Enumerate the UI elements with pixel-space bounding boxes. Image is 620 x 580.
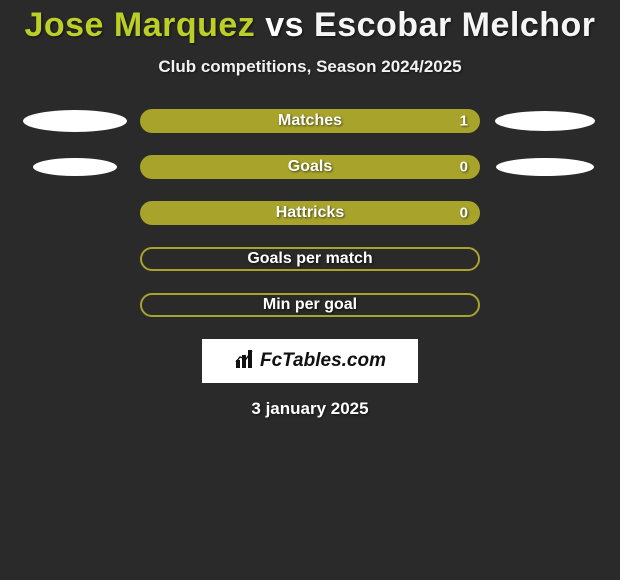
stat-bar-label: Goals per match	[140, 250, 480, 268]
brand-bars-icon	[234, 348, 256, 375]
stat-bar-right-value: 0	[460, 159, 468, 176]
left-ellipse	[23, 110, 127, 132]
stat-bar: Hattricks0	[140, 201, 480, 225]
stat-row: Min per goal	[0, 293, 620, 317]
title-player2: Escobar Melchor	[314, 6, 595, 44]
date-label: 3 january 2025	[0, 399, 620, 419]
stat-bar-label: Matches	[140, 112, 480, 130]
stat-bar-label: Min per goal	[140, 296, 480, 314]
row-left-side	[10, 110, 140, 132]
stat-row: Matches1	[0, 109, 620, 133]
right-ellipse	[495, 111, 595, 131]
stat-bar: Goals0	[140, 155, 480, 179]
left-ellipse	[33, 158, 117, 176]
stat-bar: Min per goal	[140, 293, 480, 317]
stat-bar-label: Goals	[140, 158, 480, 176]
title-vs: vs	[265, 6, 304, 44]
subtitle: Club competitions, Season 2024/2025	[0, 57, 620, 77]
row-left-side	[10, 158, 140, 176]
brand-badge: FcTables.com	[202, 339, 418, 383]
stat-bar-right-value: 1	[460, 113, 468, 130]
title-player1: Jose Marquez	[24, 6, 255, 44]
brand-text: FcTables.com	[260, 350, 386, 372]
stat-row: Goals0	[0, 155, 620, 179]
row-right-side	[480, 111, 610, 131]
stat-rows: Matches1Goals0Hattricks0Goals per matchM…	[0, 109, 620, 317]
stat-row: Goals per match	[0, 247, 620, 271]
page-title: Jose Marquez vs Escobar Melchor	[0, 0, 620, 45]
stat-row: Hattricks0	[0, 201, 620, 225]
stat-bar-right-value: 0	[460, 205, 468, 222]
stat-bar-label: Hattricks	[140, 204, 480, 222]
stat-bar: Goals per match	[140, 247, 480, 271]
stat-bar: Matches1	[140, 109, 480, 133]
row-right-side	[480, 158, 610, 176]
right-ellipse	[496, 158, 594, 176]
